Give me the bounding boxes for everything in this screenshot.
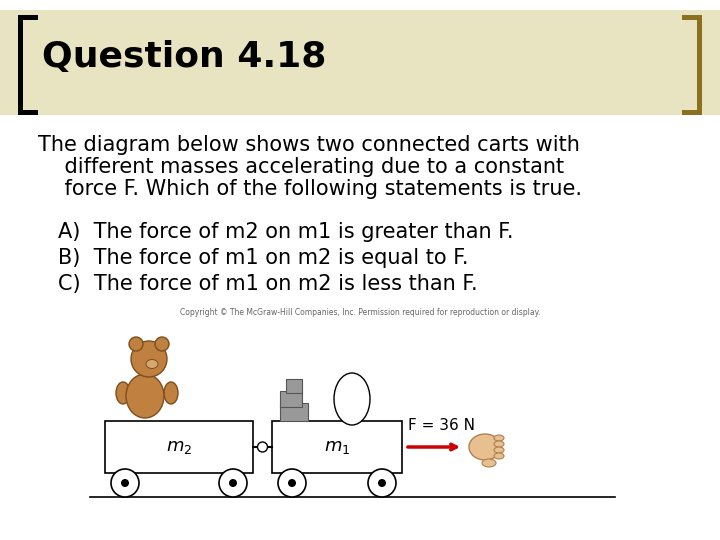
Ellipse shape <box>482 459 496 467</box>
Text: Copyright © The McGraw-Hill Companies, Inc. Permission required for reproduction: Copyright © The McGraw-Hill Companies, I… <box>180 308 540 317</box>
Ellipse shape <box>116 382 130 404</box>
Circle shape <box>378 479 386 487</box>
Ellipse shape <box>494 447 504 453</box>
Bar <box>697 15 702 115</box>
Bar <box>280 403 308 421</box>
Bar <box>18 15 38 20</box>
Ellipse shape <box>164 382 178 404</box>
Bar <box>272 421 402 473</box>
Text: C)  The force of m1 on m2 is less than F.: C) The force of m1 on m2 is less than F. <box>58 274 477 294</box>
Circle shape <box>278 469 306 497</box>
Circle shape <box>111 469 139 497</box>
Ellipse shape <box>334 373 370 425</box>
Ellipse shape <box>126 374 164 418</box>
Text: $m_2$: $m_2$ <box>166 438 192 456</box>
Circle shape <box>258 442 268 452</box>
Text: The diagram below shows two connected carts with: The diagram below shows two connected ca… <box>38 135 580 155</box>
Text: A)  The force of m2 on m1 is greater than F.: A) The force of m2 on m1 is greater than… <box>58 222 513 242</box>
Bar <box>105 421 253 473</box>
Bar <box>682 110 702 115</box>
Bar <box>682 15 702 20</box>
Text: $m_1$: $m_1$ <box>324 438 350 456</box>
Text: force F. Which of the following statements is true.: force F. Which of the following statemen… <box>38 179 582 199</box>
Ellipse shape <box>494 441 504 447</box>
Text: F = 36 N: F = 36 N <box>408 418 475 433</box>
Ellipse shape <box>494 435 504 441</box>
Text: Question 4.18: Question 4.18 <box>42 40 326 75</box>
Circle shape <box>131 341 167 377</box>
Bar <box>18 15 23 115</box>
Circle shape <box>129 337 143 351</box>
Circle shape <box>121 479 129 487</box>
Bar <box>18 110 38 115</box>
Bar <box>0 10 720 115</box>
Bar <box>280 391 302 407</box>
Bar <box>286 379 302 393</box>
Text: different masses accelerating due to a constant: different masses accelerating due to a c… <box>38 157 564 177</box>
Ellipse shape <box>146 360 158 368</box>
Ellipse shape <box>469 434 501 460</box>
Circle shape <box>288 479 296 487</box>
Circle shape <box>219 469 247 497</box>
Circle shape <box>368 469 396 497</box>
Circle shape <box>155 337 169 351</box>
Ellipse shape <box>494 453 504 459</box>
Text: B)  The force of m1 on m2 is equal to F.: B) The force of m1 on m2 is equal to F. <box>58 248 469 268</box>
Circle shape <box>229 479 237 487</box>
